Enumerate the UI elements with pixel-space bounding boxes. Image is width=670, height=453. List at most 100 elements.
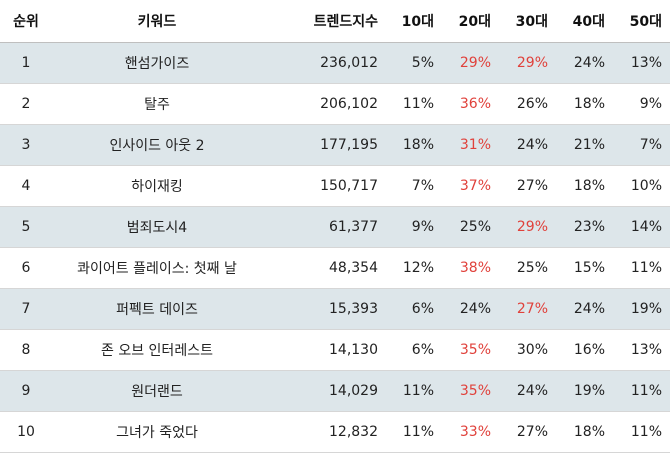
cell-keyword: 범죄도시4	[52, 206, 262, 248]
table-row: 6 콰이어트 플레이스: 첫째 날 48,354 12% 38% 25% 15% 11%	[0, 247, 670, 289]
cell-age-10s: 11%	[386, 370, 442, 412]
cell-age-50s: 13%	[613, 329, 670, 371]
cell-age-20s: 35%	[442, 370, 499, 412]
cell-age-30s: 27%	[499, 288, 556, 330]
cell-age-30s: 24%	[499, 124, 556, 166]
cell-keyword: 원더랜드	[52, 370, 262, 412]
cell-age-20s: 25%	[442, 206, 499, 248]
cell-age-40s: 24%	[556, 288, 613, 330]
cell-trend-index: 61,377	[262, 206, 386, 248]
cell-age-20s: 33%	[442, 411, 499, 453]
cell-age-20s: 24%	[442, 288, 499, 330]
cell-rank: 1	[0, 42, 52, 84]
cell-age-40s: 15%	[556, 247, 613, 289]
table-row: 10 그녀가 죽었다 12,832 11% 33% 27% 18% 11%	[0, 411, 670, 453]
header-row: 순위 키워드 트렌드지수 10대 20대 30대 40대 50대	[0, 0, 670, 43]
cell-keyword: 존 오브 인터레스트	[52, 329, 262, 371]
cell-age-50s: 13%	[613, 42, 670, 84]
cell-age-10s: 6%	[386, 329, 442, 371]
cell-age-50s: 10%	[613, 165, 670, 207]
cell-trend-index: 150,717	[262, 165, 386, 207]
cell-trend-index: 48,354	[262, 247, 386, 289]
cell-trend-index: 14,130	[262, 329, 386, 371]
cell-age-50s: 11%	[613, 247, 670, 289]
cell-age-30s: 27%	[499, 411, 556, 453]
table-row: 3 인사이드 아웃 2 177,195 18% 31% 24% 21% 7%	[0, 124, 670, 166]
cell-rank: 10	[0, 411, 52, 453]
cell-age-30s: 30%	[499, 329, 556, 371]
cell-age-10s: 6%	[386, 288, 442, 330]
cell-age-20s: 35%	[442, 329, 499, 371]
table-row: 7 퍼펙트 데이즈 15,393 6% 24% 27% 24% 19%	[0, 288, 670, 330]
cell-age-10s: 11%	[386, 83, 442, 125]
table-row: 2 탈주 206,102 11% 36% 26% 18% 9%	[0, 83, 670, 125]
header-rank: 순위	[0, 0, 52, 43]
cell-rank: 3	[0, 124, 52, 166]
cell-keyword: 탈주	[52, 83, 262, 125]
cell-age-20s: 29%	[442, 42, 499, 84]
cell-age-40s: 23%	[556, 206, 613, 248]
table-body: 1 핸섬가이즈 236,012 5% 29% 29% 24% 13% 2 탈주 206,102 11%…	[0, 42, 670, 453]
cell-keyword: 그녀가 죽었다	[52, 411, 262, 453]
cell-age-10s: 7%	[386, 165, 442, 207]
cell-age-30s: 29%	[499, 42, 556, 84]
cell-age-50s: 14%	[613, 206, 670, 248]
cell-trend-index: 177,195	[262, 124, 386, 166]
table-row: 9 원더랜드 14,029 11% 35% 24% 19% 11%	[0, 370, 670, 412]
cell-age-50s: 9%	[613, 83, 670, 125]
cell-rank: 4	[0, 165, 52, 207]
cell-age-50s: 7%	[613, 124, 670, 166]
cell-age-20s: 36%	[442, 83, 499, 125]
table-row: 4 하이재킹 150,717 7% 37% 27% 18% 10%	[0, 165, 670, 207]
header-keyword: 키워드	[52, 0, 262, 43]
cell-keyword: 퍼펙트 데이즈	[52, 288, 262, 330]
cell-age-10s: 5%	[386, 42, 442, 84]
cell-age-40s: 18%	[556, 83, 613, 125]
cell-rank: 9	[0, 370, 52, 412]
cell-rank: 8	[0, 329, 52, 371]
cell-rank: 2	[0, 83, 52, 125]
cell-age-40s: 19%	[556, 370, 613, 412]
header-age-20s: 20대	[442, 0, 499, 43]
header-age-50s: 50대	[613, 0, 670, 43]
cell-age-30s: 29%	[499, 206, 556, 248]
cell-age-40s: 18%	[556, 165, 613, 207]
header-trend-index: 트렌드지수	[262, 0, 386, 43]
cell-age-40s: 16%	[556, 329, 613, 371]
cell-age-20s: 37%	[442, 165, 499, 207]
cell-age-10s: 9%	[386, 206, 442, 248]
cell-age-30s: 27%	[499, 165, 556, 207]
cell-keyword: 콰이어트 플레이스: 첫째 날	[52, 247, 262, 289]
table-row: 5 범죄도시4 61,377 9% 25% 29% 23% 14%	[0, 206, 670, 248]
cell-age-50s: 11%	[613, 370, 670, 412]
cell-age-30s: 25%	[499, 247, 556, 289]
cell-trend-index: 12,832	[262, 411, 386, 453]
cell-age-10s: 18%	[386, 124, 442, 166]
cell-trend-index: 15,393	[262, 288, 386, 330]
cell-rank: 5	[0, 206, 52, 248]
cell-keyword: 인사이드 아웃 2	[52, 124, 262, 166]
header-age-10s: 10대	[386, 0, 442, 43]
cell-age-40s: 24%	[556, 42, 613, 84]
cell-age-20s: 31%	[442, 124, 499, 166]
cell-rank: 7	[0, 288, 52, 330]
cell-age-10s: 12%	[386, 247, 442, 289]
cell-trend-index: 236,012	[262, 42, 386, 84]
cell-trend-index: 14,029	[262, 370, 386, 412]
cell-age-30s: 24%	[499, 370, 556, 412]
cell-keyword: 핸섬가이즈	[52, 42, 262, 84]
cell-age-40s: 18%	[556, 411, 613, 453]
header-age-40s: 40대	[556, 0, 613, 43]
cell-trend-index: 206,102	[262, 83, 386, 125]
cell-age-40s: 21%	[556, 124, 613, 166]
cell-age-20s: 38%	[442, 247, 499, 289]
cell-age-30s: 26%	[499, 83, 556, 125]
cell-age-50s: 19%	[613, 288, 670, 330]
cell-age-50s: 11%	[613, 411, 670, 453]
header-age-30s: 30대	[499, 0, 556, 43]
table-row: 1 핸섬가이즈 236,012 5% 29% 29% 24% 13%	[0, 42, 670, 84]
cell-age-10s: 11%	[386, 411, 442, 453]
cell-keyword: 하이재킹	[52, 165, 262, 207]
